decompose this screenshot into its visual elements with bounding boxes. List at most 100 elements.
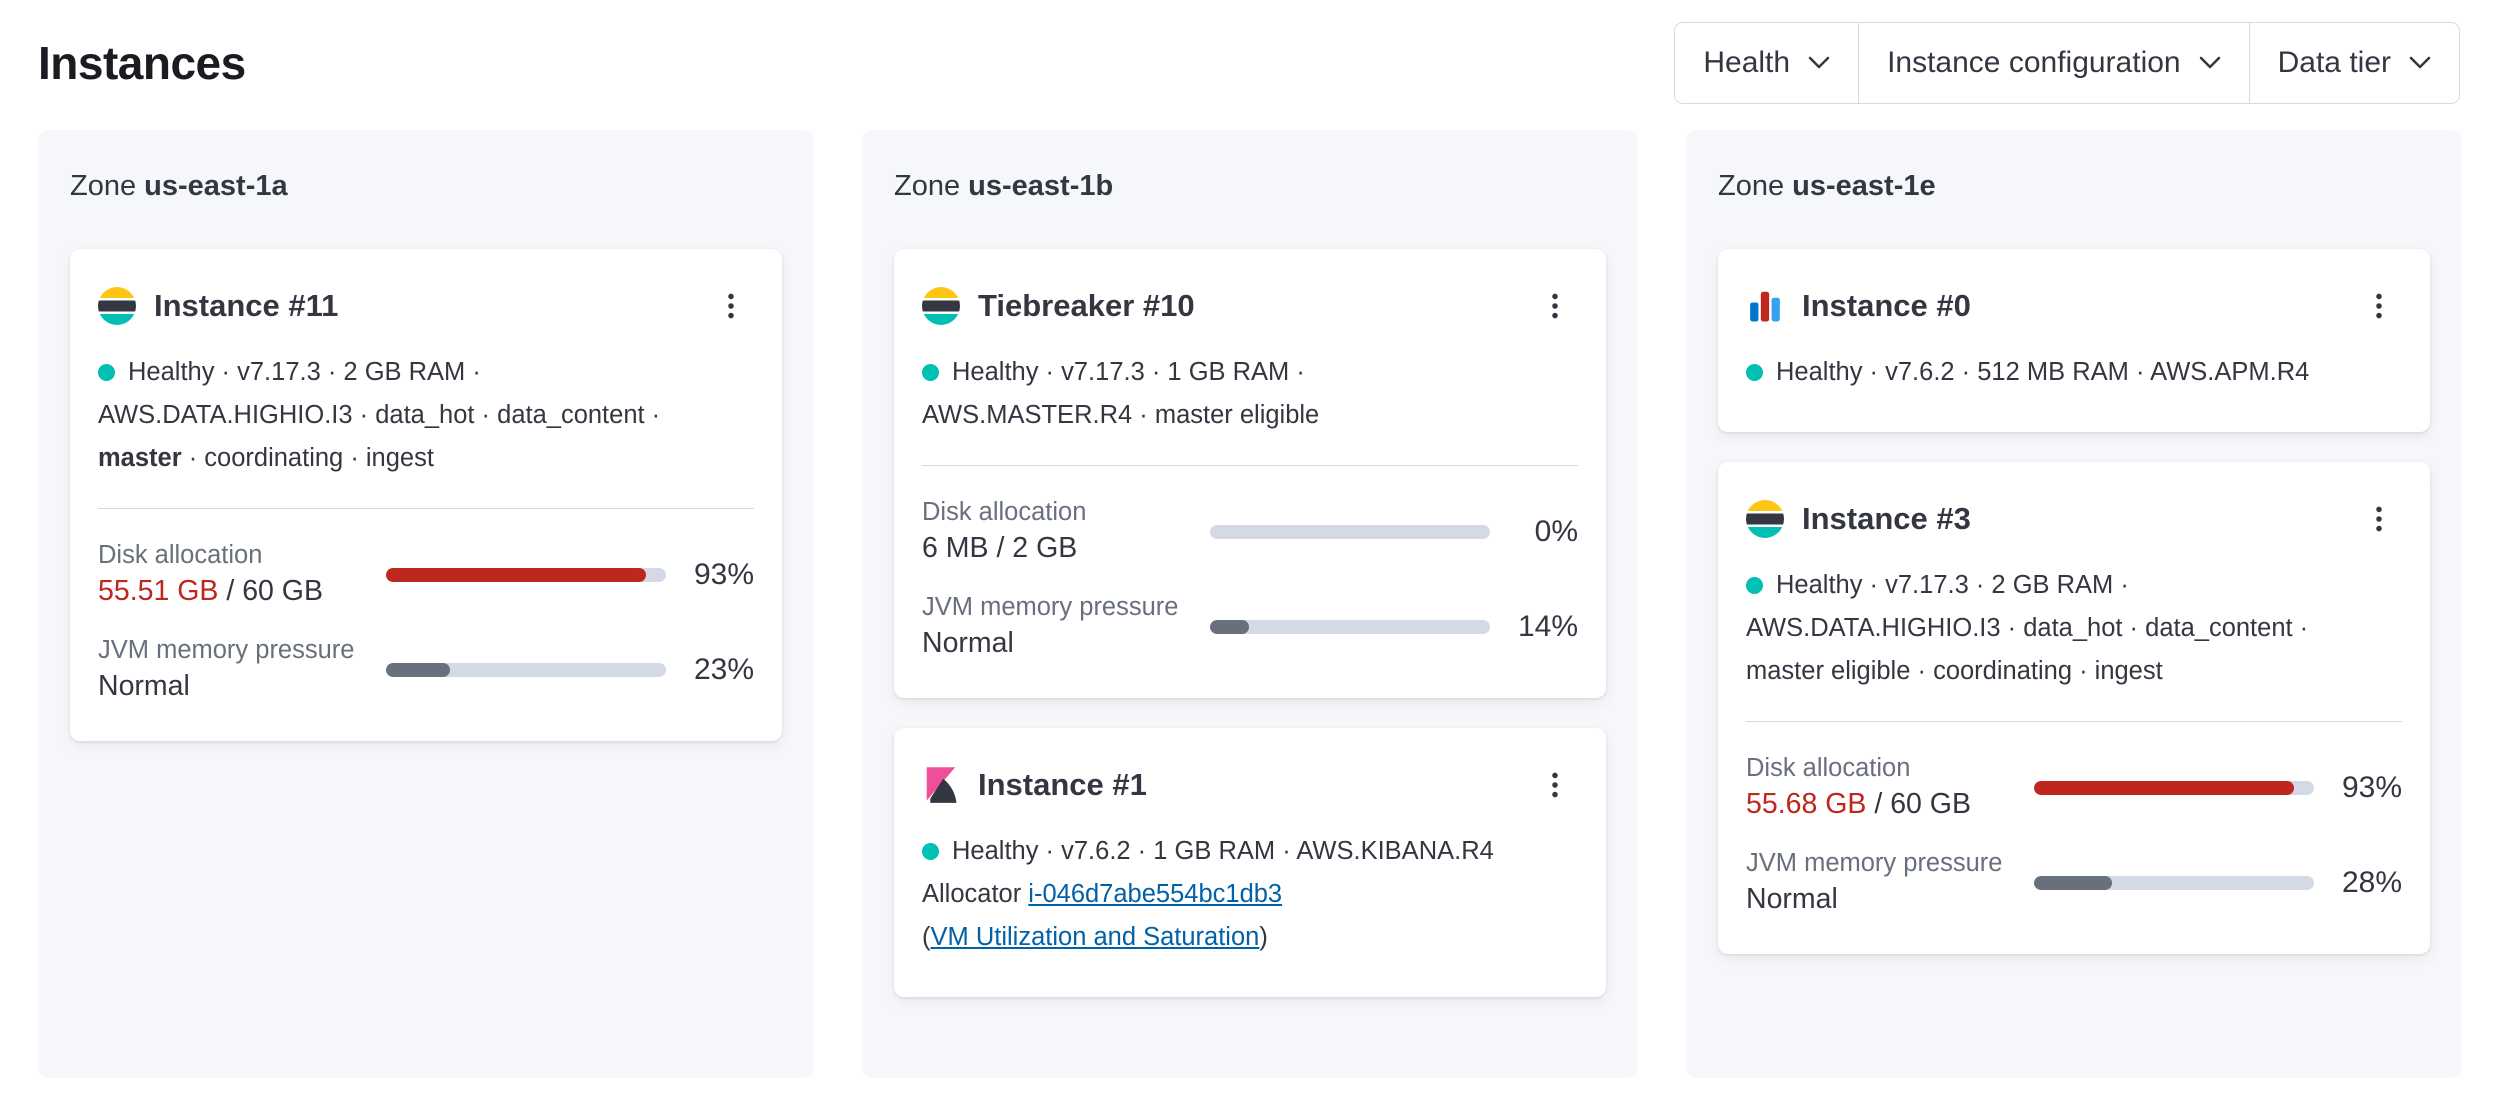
status-line: Healthy · v7.17.3 · 1 GB RAM · bbox=[952, 358, 1305, 386]
jvm-pressure-bar-fill bbox=[2034, 875, 2113, 890]
vm-utilization-link[interactable]: VM Utilization and Saturation bbox=[930, 923, 1260, 951]
page-header: Instances Health Instance configuration … bbox=[0, 0, 2500, 118]
jvm-pressure-metric: JVM memory pressure Normal 28% bbox=[1746, 849, 2402, 916]
metrics: Disk allocation 55.68 GB / 60 GB 93% JVM… bbox=[1746, 754, 2402, 916]
page-title: Instances bbox=[38, 37, 246, 89]
health-dot-icon bbox=[98, 364, 115, 381]
metric-value: Normal bbox=[922, 627, 1014, 659]
jvm-pressure-bar bbox=[386, 662, 666, 677]
zone-label-prefix: Zone bbox=[70, 170, 145, 202]
kebab-icon bbox=[728, 293, 734, 319]
metric-label: Disk allocation bbox=[1746, 754, 1911, 782]
zone-name: us-east-1e bbox=[1792, 170, 1936, 202]
divider bbox=[1746, 721, 2402, 722]
status-line: Healthy · v7.17.3 · 2 GB RAM · bbox=[1776, 571, 2129, 599]
filter-instance-configuration-button[interactable]: Instance configuration bbox=[1858, 23, 2249, 103]
jvm-percent: 14% bbox=[1517, 609, 1578, 643]
zone-panel: Zone us-east-1b Tiebreaker #10 Healthy ·… bbox=[862, 130, 1638, 1078]
instance-options-button[interactable] bbox=[1532, 283, 1578, 329]
zone-label: Zone us-east-1b bbox=[894, 170, 1606, 203]
instance-status: Healthy · v7.17.3 · 2 GB RAM · AWS.DATA.… bbox=[98, 351, 754, 480]
metrics: Disk allocation 55.51 GB / 60 GB 93% JVM… bbox=[98, 541, 754, 703]
card-header: Tiebreaker #10 bbox=[922, 283, 1578, 329]
instance-card: Instance #11 Healthy · v7.17.3 · 2 GB RA… bbox=[70, 249, 782, 741]
status-line: master eligible · coordinating · ingest bbox=[1746, 657, 2163, 685]
disk-separator: / bbox=[218, 575, 243, 607]
filter-instance-configuration-label: Instance configuration bbox=[1887, 46, 2181, 79]
instance-title: Instance #11 bbox=[154, 288, 339, 323]
divider bbox=[922, 465, 1578, 466]
instance-title: Instance #0 bbox=[1802, 288, 1971, 323]
instance-status: Healthy · v7.6.2 · 1 GB RAM · AWS.KIBANA… bbox=[922, 830, 1578, 959]
metric-value: Normal bbox=[98, 670, 190, 702]
elasticsearch-logo-icon bbox=[1746, 500, 1784, 538]
instance-title: Instance #3 bbox=[1802, 501, 1971, 536]
disk-usage-bar-fill bbox=[2034, 780, 2295, 795]
health-dot-icon bbox=[922, 364, 939, 381]
jvm-pressure-bar-fill bbox=[386, 662, 451, 677]
kibana-logo-icon bbox=[926, 767, 957, 803]
kebab-icon bbox=[1552, 293, 1558, 319]
jvm-pressure-metric: JVM memory pressure Normal 23% bbox=[98, 636, 754, 703]
instance-title: Tiebreaker #10 bbox=[978, 288, 1195, 323]
zone-name: us-east-1a bbox=[144, 170, 288, 202]
disk-percent: 0% bbox=[1534, 514, 1578, 548]
disk-used: 6 MB bbox=[922, 532, 989, 564]
chevron-down-icon bbox=[2199, 56, 2220, 69]
jvm-pressure-bar bbox=[1210, 619, 1490, 634]
disk-percent: 93% bbox=[2341, 770, 2402, 804]
jvm-percent: 28% bbox=[2341, 865, 2402, 899]
vm-link-prefix: ( bbox=[922, 923, 931, 951]
zone-label: Zone us-east-1e bbox=[1718, 170, 2430, 203]
zone-name: us-east-1b bbox=[968, 170, 1114, 202]
disk-separator: / bbox=[1866, 788, 1891, 820]
jvm-pressure-bar bbox=[2034, 875, 2314, 890]
status-line: Healthy · v7.17.3 · 2 GB RAM · bbox=[128, 358, 481, 386]
instance-status: Healthy · v7.17.3 · 2 GB RAM · AWS.DATA.… bbox=[1746, 564, 2402, 693]
jvm-pressure-metric: JVM memory pressure Normal 14% bbox=[922, 593, 1578, 660]
card-header: Instance #3 bbox=[1746, 496, 2402, 542]
jvm-percent: 23% bbox=[693, 652, 754, 686]
disk-usage-bar-fill bbox=[386, 567, 647, 582]
metric-value: 55.51 GB / 60 GB bbox=[98, 575, 386, 608]
instance-options-button[interactable] bbox=[2356, 283, 2402, 329]
kebab-icon bbox=[2376, 506, 2382, 532]
status-line: AWS.DATA.HIGHIO.I3 · data_hot · data_con… bbox=[1746, 614, 2309, 642]
instance-options-button[interactable] bbox=[708, 283, 754, 329]
card-header: Instance #1 bbox=[922, 762, 1578, 808]
status-line: AWS.DATA.HIGHIO.I3 · data_hot · data_con… bbox=[98, 401, 661, 429]
filter-health-button[interactable]: Health bbox=[1675, 23, 1859, 103]
disk-allocation-metric: Disk allocation 6 MB / 2 GB 0% bbox=[922, 498, 1578, 565]
divider bbox=[98, 508, 754, 509]
disk-total: 60 GB bbox=[1890, 788, 1971, 820]
status-line: AWS.MASTER.R4 · master eligible bbox=[922, 401, 1320, 429]
instance-options-button[interactable] bbox=[2356, 496, 2402, 542]
instance-card: Instance #0 Healthy · v7.6.2 · 512 MB RA… bbox=[1718, 249, 2430, 432]
zone-label-prefix: Zone bbox=[894, 170, 969, 202]
instance-title: Instance #1 bbox=[978, 767, 1147, 802]
health-dot-icon bbox=[1746, 577, 1763, 594]
allocator-link[interactable]: i-046d7abe554bc1db3 bbox=[1028, 880, 1283, 908]
metric-label: JVM memory pressure bbox=[98, 636, 355, 664]
metric-label: Disk allocation bbox=[98, 541, 263, 569]
disk-allocation-metric: Disk allocation 55.68 GB / 60 GB 93% bbox=[1746, 754, 2402, 821]
disk-usage-bar bbox=[1210, 524, 1490, 539]
zone-label-prefix: Zone bbox=[1718, 170, 1793, 202]
instance-card: Instance #3 Healthy · v7.17.3 · 2 GB RAM… bbox=[1718, 462, 2430, 954]
instance-status: Healthy · v7.6.2 · 512 MB RAM · AWS.APM.… bbox=[1746, 351, 2402, 394]
metric-label: Disk allocation bbox=[922, 498, 1087, 526]
elasticsearch-logo-icon bbox=[922, 287, 960, 325]
instance-options-button[interactable] bbox=[1532, 762, 1578, 808]
metric-value: 55.68 GB / 60 GB bbox=[1746, 788, 2034, 821]
disk-total: 2 GB bbox=[1012, 532, 1078, 564]
disk-used: 55.51 GB bbox=[98, 575, 219, 607]
vm-link-suffix: ) bbox=[1259, 923, 1268, 951]
health-dot-icon bbox=[922, 843, 939, 860]
disk-used: 55.68 GB bbox=[1746, 788, 1867, 820]
instance-status: Healthy · v7.17.3 · 1 GB RAM · AWS.MASTE… bbox=[922, 351, 1578, 437]
metric-label: JVM memory pressure bbox=[922, 593, 1179, 621]
zone-panel: Zone us-east-1e Instance #0 Healthy · v7… bbox=[1686, 130, 2462, 1078]
filter-data-tier-button[interactable]: Data tier bbox=[2248, 23, 2459, 103]
status-line: Healthy · v7.6.2 · 1 GB RAM · AWS.KIBANA… bbox=[952, 837, 1494, 865]
zone-panel: Zone us-east-1a Instance #11 Healthy · v… bbox=[38, 130, 814, 1078]
